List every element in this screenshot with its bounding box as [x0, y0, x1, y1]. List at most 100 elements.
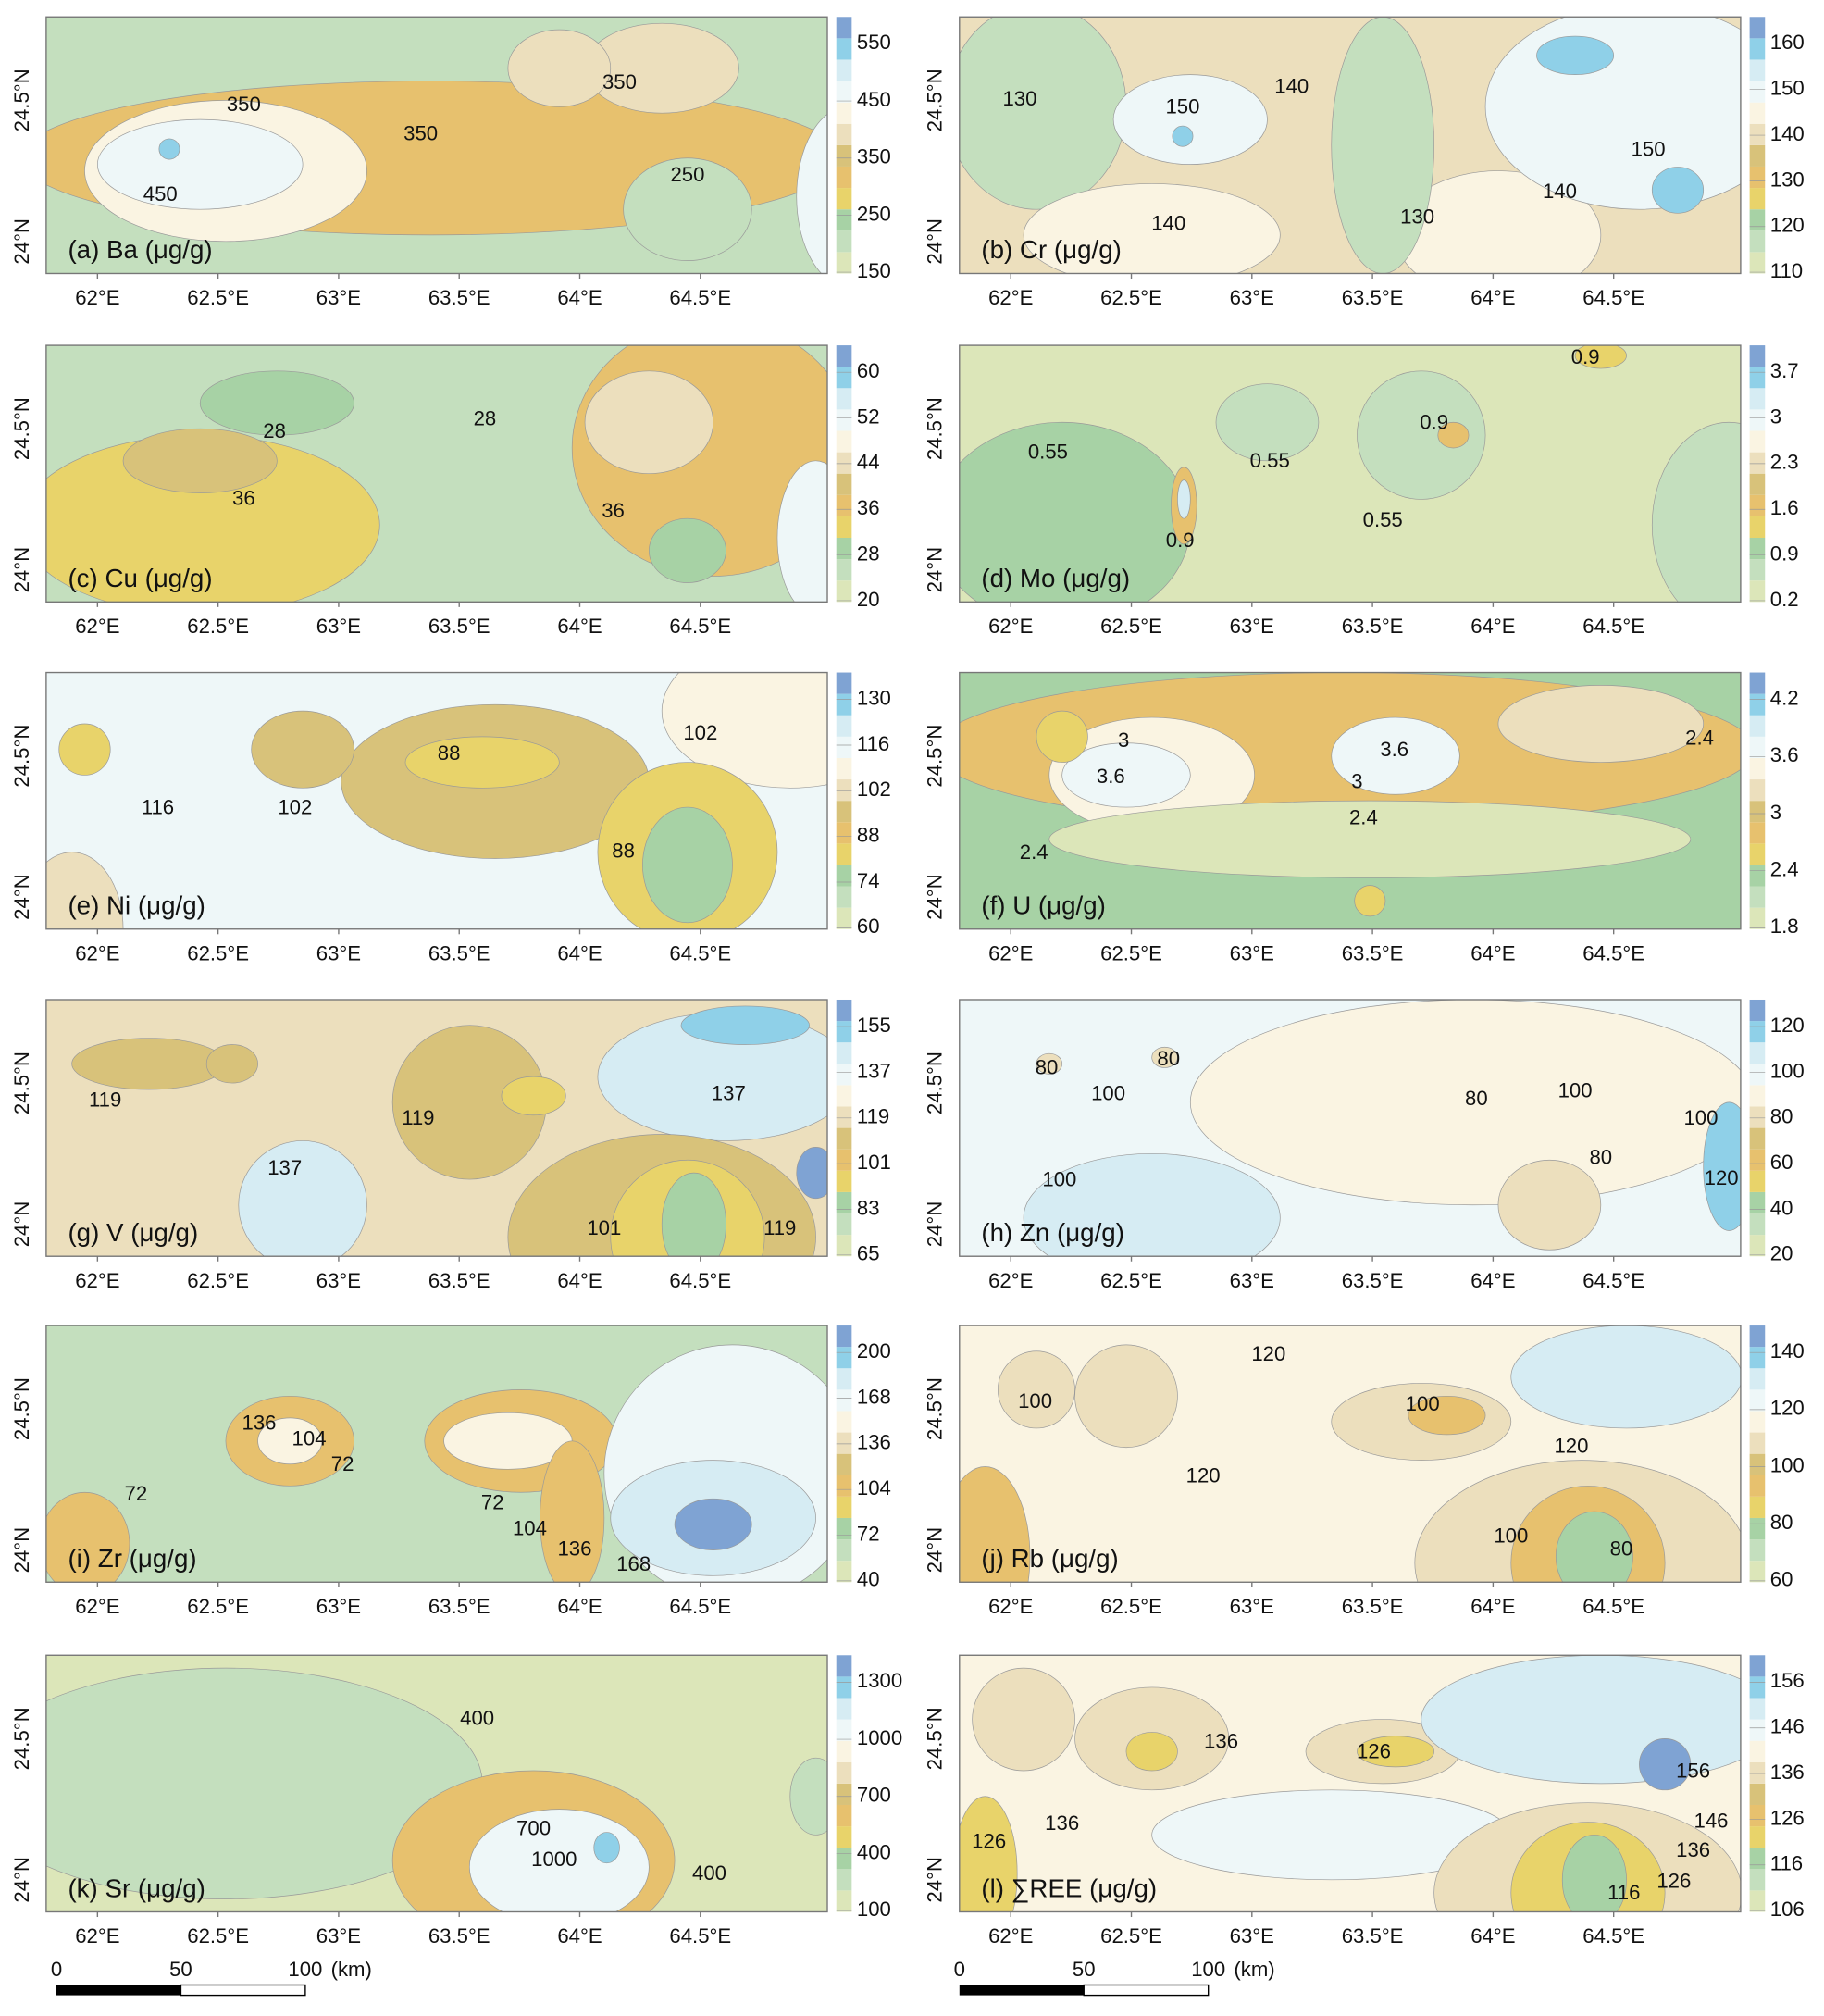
- colorbar-segment: [1749, 757, 1766, 780]
- colorbar-segment: [836, 736, 852, 758]
- colorbar-segment: [1749, 672, 1766, 694]
- scale-bar-black: [959, 1985, 1085, 1996]
- panel-label: (l) ∑REE (μg/g): [981, 1873, 1157, 1902]
- colorbar-segment: [836, 516, 852, 539]
- colorbar-segment: [836, 388, 852, 410]
- colorbar-segment: [836, 559, 852, 581]
- colorbar-label: 155: [857, 1014, 891, 1037]
- contour-label: 150: [1165, 95, 1199, 118]
- colorbar-segment: [836, 367, 852, 389]
- lon-label: 63°E: [316, 1595, 361, 1618]
- lat-label: 24.5°N: [10, 397, 33, 460]
- lon-label: 64°E: [557, 1595, 602, 1618]
- colorbar-label: 130: [1770, 168, 1805, 191]
- colorbar-segment: [1749, 886, 1766, 908]
- colorbar-label: 36: [857, 496, 880, 519]
- lon-label: 64.5°E: [669, 941, 731, 964]
- map-frame: [959, 999, 1742, 1257]
- contour-label: 80: [1589, 1146, 1612, 1169]
- contour-region: [674, 1498, 752, 1550]
- contour-label: 1000: [531, 1848, 577, 1871]
- colorbar-label: 120: [1770, 1397, 1805, 1420]
- contour-region: [959, 1796, 1018, 1912]
- panel-label: (d) Mo (μg/g): [981, 564, 1130, 592]
- lon-label: 62°E: [75, 1595, 119, 1618]
- colorbar-segment: [1749, 1042, 1766, 1064]
- lon-label: 62.5°E: [1100, 615, 1162, 638]
- lat-label: 24.5°N: [10, 1377, 33, 1440]
- colorbar-label: 146: [1770, 1715, 1805, 1738]
- colorbar-segment: [1749, 388, 1766, 410]
- panel-label: (g) V (μg/g): [68, 1218, 198, 1247]
- map-panel: (e) Ni (μg/g) 88 102 116 102 88 130 116 102 88 74 6…: [10, 671, 891, 964]
- colorbar-label: 110: [1770, 259, 1803, 282]
- contour-label: 3: [1118, 728, 1129, 752]
- contour-label: 104: [292, 1426, 327, 1450]
- contour-region: [1574, 345, 1627, 369]
- colorbar-label: 3: [1770, 801, 1781, 824]
- colorbar-segment: [1749, 1826, 1766, 1848]
- colorbar-segment: [1749, 38, 1766, 60]
- lon-label: 63°E: [316, 1924, 361, 1948]
- lat-label: 24.5°N: [924, 1052, 947, 1114]
- lon-label: 64.5°E: [1582, 1924, 1644, 1948]
- lon-label: 62.5°E: [187, 1595, 249, 1618]
- contour-region: [404, 736, 560, 789]
- contour-label: 0.9: [1420, 411, 1448, 434]
- colorbar-label: 65: [857, 1242, 880, 1265]
- lon-label: 62.5°E: [1100, 1924, 1162, 1948]
- colorbar-segment: [836, 1869, 852, 1891]
- colorbar-segment: [836, 345, 852, 367]
- colorbar-segment: [1749, 907, 1766, 929]
- lat-label: 24.5°N: [924, 397, 947, 460]
- colorbar-segment: [1749, 822, 1766, 844]
- contour-label: 36: [232, 486, 255, 509]
- colorbar-label: 80: [1770, 1511, 1793, 1534]
- scale-bar-white: [180, 1984, 306, 1997]
- colorbar-label: 100: [1770, 1453, 1805, 1476]
- contour-label: 100: [1683, 1106, 1718, 1129]
- scale-unit: (km): [1234, 1958, 1274, 1981]
- contour-region: [1061, 742, 1191, 808]
- map-frame: [959, 16, 1742, 275]
- lat-label: 24.5°N: [10, 1052, 33, 1114]
- colorbar-label: 28: [857, 541, 880, 565]
- colorbar-segment: [836, 886, 852, 908]
- colorbar-segment: [1749, 345, 1766, 367]
- colorbar-segment: [1749, 736, 1766, 758]
- contour-region: [45, 852, 124, 929]
- contour-label: 36: [602, 499, 625, 522]
- lon-label: 64.5°E: [669, 1595, 731, 1618]
- colorbar-segment: [836, 252, 852, 274]
- colorbar-segment: [1749, 516, 1766, 539]
- lat-label: 24°N: [924, 874, 947, 920]
- colorbar-segment: [1749, 1235, 1766, 1257]
- contour-label: 104: [513, 1516, 547, 1539]
- contour-map: [959, 999, 1741, 1257]
- contour-region: [1172, 125, 1194, 147]
- contour-region: [959, 1466, 1031, 1583]
- colorbar-label: 250: [857, 202, 891, 225]
- colorbar-segment: [836, 1517, 852, 1540]
- colorbar-label: 450: [857, 88, 891, 111]
- scale-label: 100: [288, 1958, 322, 1981]
- colorbar-segment: [836, 59, 852, 81]
- colorbar-segment: [1749, 865, 1766, 887]
- colorbar-label: 3: [1770, 404, 1781, 428]
- colorbar-label: 140: [1770, 122, 1805, 145]
- lon-label: 63°E: [316, 941, 361, 964]
- lon-label: 63°E: [1230, 286, 1274, 309]
- contour-label: 28: [474, 406, 497, 429]
- contour-label: 137: [712, 1081, 746, 1104]
- colorbar-label: 40: [857, 1568, 880, 1591]
- colorbar-segment: [1749, 1368, 1766, 1390]
- contour-region: [661, 1172, 726, 1257]
- contour-region: [972, 1667, 1075, 1772]
- colorbar-label: 74: [857, 869, 880, 892]
- colorbar-segment: [1749, 1213, 1766, 1236]
- colorbar-label: 44: [857, 451, 880, 474]
- contour-region: [642, 806, 733, 924]
- contour-region: [1190, 999, 1741, 1206]
- colorbar-segment: [836, 144, 852, 167]
